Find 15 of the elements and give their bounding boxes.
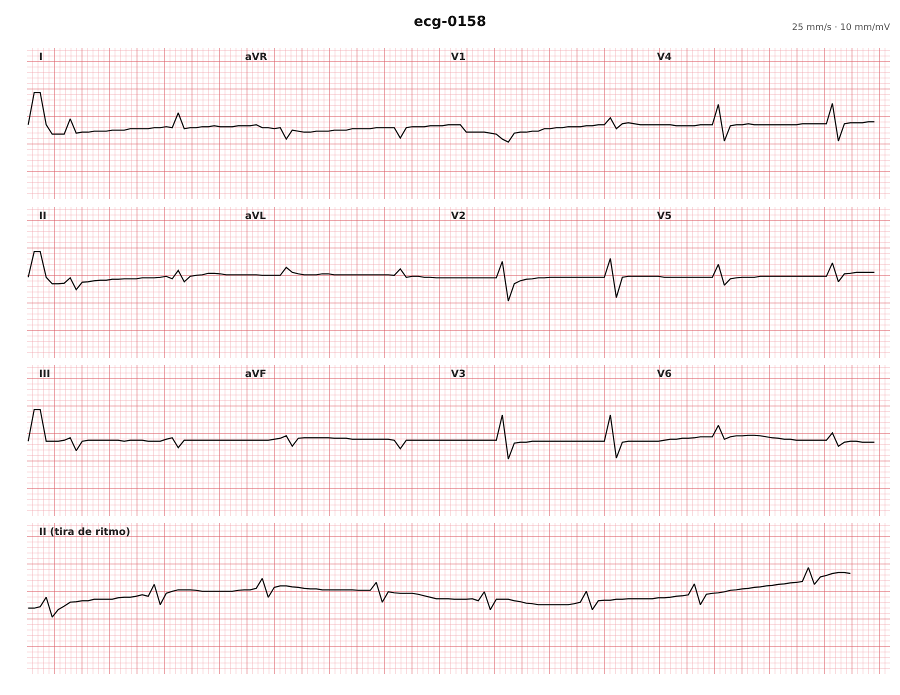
chart-subtitle: 25 mm/s · 10 mm/mV	[792, 23, 890, 33]
text: V4	[657, 52, 672, 63]
text: V1	[451, 52, 466, 63]
text: V3	[451, 369, 466, 380]
text: aVL	[245, 211, 266, 222]
text: V6	[657, 369, 672, 380]
text: II	[39, 211, 46, 222]
text: II (tira de ritmo)	[39, 527, 130, 538]
text: I	[39, 52, 43, 63]
text: V2	[451, 211, 466, 222]
text: aVR	[245, 52, 268, 63]
chart-title: ecg-0158	[414, 14, 486, 30]
text: III	[39, 369, 50, 380]
text: aVF	[245, 369, 266, 380]
text: V5	[657, 211, 672, 222]
